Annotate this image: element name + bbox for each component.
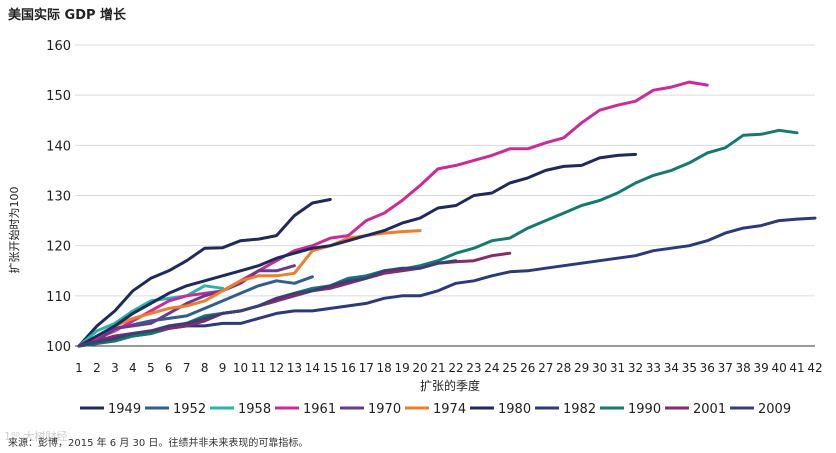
y-tick-label: 120 (46, 240, 71, 255)
legend-label-2009: 2009 (758, 402, 791, 417)
x-tick-label: 13 (287, 361, 302, 375)
y-axis: 100 110 120 130 140 150 160 (46, 39, 71, 355)
series-line-1949 (77, 198, 332, 348)
y-tick-label: 150 (46, 89, 71, 104)
x-axis-label: 扩张的季度 (420, 378, 480, 393)
legend-label-1982: 1982 (563, 402, 596, 417)
legend-label-1980: 1980 (498, 402, 531, 417)
x-tick-label: 42 (807, 361, 822, 375)
x-tick-label: 2 (93, 361, 101, 375)
y-tick-label: 160 (46, 39, 71, 54)
source-note: 来源：彭博，2015 年 6 月 30 日。往绩并非未来表现的可靠指标。 (8, 438, 309, 449)
legend-label-1958: 1958 (238, 402, 271, 417)
x-tick-label: 30 (592, 361, 607, 375)
x-tick-label: 14 (305, 361, 320, 375)
legend-label-1949: 1949 (108, 402, 141, 417)
x-tick-label: 37 (718, 361, 733, 375)
series-line-1982 (77, 216, 817, 348)
legend-label-1961: 1961 (303, 402, 336, 417)
series-line-1980 (77, 152, 637, 348)
x-tick-label: 8 (201, 361, 209, 375)
x-tick-label: 33 (646, 361, 661, 375)
x-tick-label: 19 (394, 361, 409, 375)
grid-lines (75, 44, 815, 347)
x-tick-label: 21 (430, 361, 445, 375)
x-tick-label: 26 (520, 361, 535, 375)
legend-label-1970: 1970 (368, 402, 401, 417)
x-tick-label: 5 (147, 361, 155, 375)
series-line-1961 (77, 80, 709, 348)
x-tick-label: 29 (574, 361, 589, 375)
legend-label-1990: 1990 (628, 402, 661, 417)
y-axis-label: 扩张开始时为100 (7, 187, 21, 274)
x-tick-label: 16 (341, 361, 356, 375)
x-tick-label: 24 (484, 361, 499, 375)
x-tick-label: 36 (700, 361, 715, 375)
y-tick-label: 110 (46, 290, 71, 305)
x-tick-label: 40 (771, 361, 786, 375)
x-tick-label: 4 (129, 361, 137, 375)
series-line-1958 (77, 284, 225, 348)
x-tick-label: 3 (111, 361, 119, 375)
x-tick-label: 34 (664, 361, 679, 375)
x-tick-label: 38 (736, 361, 751, 375)
legend: 1949 1952 1958 1961 1970 1974 1980 1982 1990 2001… (80, 402, 791, 417)
x-tick-label: 18 (377, 361, 392, 375)
x-tick-label: 25 (502, 361, 517, 375)
x-tick-label: 23 (466, 361, 481, 375)
y-tick-label: 100 (46, 340, 71, 355)
legend-label-1952: 1952 (173, 402, 206, 417)
series-line-2009 (77, 259, 458, 348)
x-tick-label: 22 (448, 361, 463, 375)
x-tick-label: 41 (789, 361, 804, 375)
x-tick-label: 39 (754, 361, 769, 375)
x-tick-label: 15 (323, 361, 338, 375)
x-tick-label: 9 (219, 361, 227, 375)
series-line-1970 (77, 264, 296, 348)
series-line-1990 (77, 128, 799, 348)
x-tick-label: 27 (538, 361, 553, 375)
x-tick-label: 12 (269, 361, 284, 375)
x-axis: 1 2 3 4 5 6 7 8 9 10 11 12 13 14 15 16 17 18 19 20 21 22 23 24 2… (75, 361, 822, 375)
x-tick-label: 35 (682, 361, 697, 375)
x-tick-label: 20 (412, 361, 427, 375)
x-tick-label: 31 (610, 361, 625, 375)
x-tick-label: 32 (628, 361, 643, 375)
x-tick-label: 7 (183, 361, 191, 375)
legend-label-2001: 2001 (693, 402, 726, 417)
x-tick-label: 28 (556, 361, 571, 375)
y-tick-label: 140 (46, 139, 71, 154)
chart-title: 美国实际 GDP 增长 (8, 8, 127, 23)
x-tick-label: 10 (233, 361, 248, 375)
x-tick-label: 17 (359, 361, 374, 375)
x-tick-label: 1 (75, 361, 83, 375)
legend-label-1974: 1974 (433, 402, 466, 417)
x-tick-label: 11 (251, 361, 266, 375)
series-lines (77, 80, 817, 348)
y-tick-label: 130 (46, 190, 71, 205)
x-tick-label: 6 (165, 361, 173, 375)
watermark: 1⁹⁰ 大树财经 (4, 430, 68, 443)
